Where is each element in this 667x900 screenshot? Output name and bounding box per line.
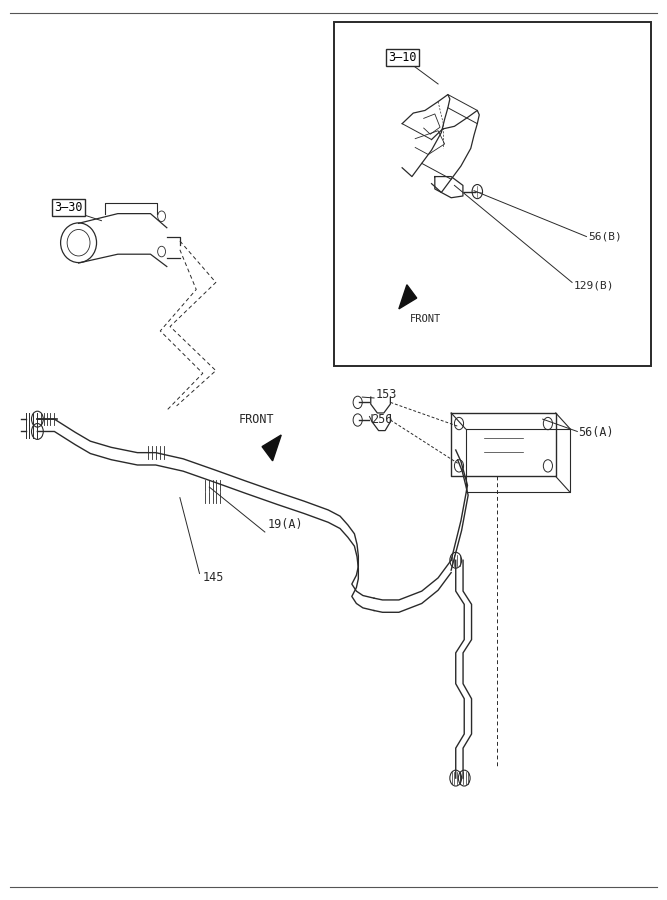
Text: FRONT: FRONT [239,412,274,426]
Text: 3‒30: 3‒30 [55,201,83,214]
Text: 145: 145 [203,572,224,584]
Text: 153: 153 [376,388,398,400]
Text: 129(B): 129(B) [574,280,614,290]
Bar [334,22,650,366]
Polygon shape [262,435,281,461]
Text: FRONT: FRONT [410,313,442,324]
Polygon shape [399,284,417,309]
Text: 19(A): 19(A) [268,518,303,532]
Text: 3‒10: 3‒10 [388,51,416,64]
Text: 56(A): 56(A) [579,426,614,439]
Text: 256: 256 [372,412,393,426]
Text: 56(B): 56(B) [588,231,622,241]
